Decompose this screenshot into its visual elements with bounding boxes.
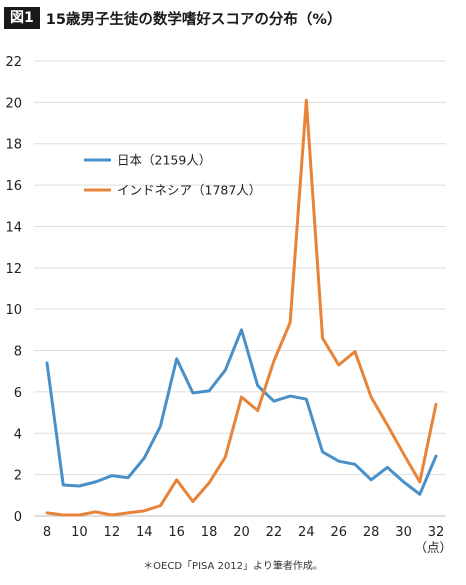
x-tick-label: 26	[330, 525, 347, 540]
y-tick-label: 12	[5, 262, 22, 277]
figure-header: 図1 15歳男子生徒の数学嗜好スコアの分布（%）	[4, 6, 341, 30]
x-tick-label: 18	[201, 525, 218, 540]
x-tick-label: 16	[168, 525, 185, 540]
x-axis-ticks: 8 10 12 14 16 18 20 22 24 26 28 30 32	[43, 525, 444, 540]
x-tick-label: 22	[266, 525, 283, 540]
y-tick-label: 4	[14, 427, 22, 442]
x-tick-label: 28	[363, 525, 380, 540]
series-lines	[45, 98, 438, 517]
legend-label-2: インドネシア（1787人）	[117, 183, 261, 198]
figure-label: 図1	[4, 7, 40, 29]
y-tick-label: 20	[5, 96, 22, 111]
x-axis-unit-label: （点）	[414, 540, 452, 555]
x-tick-label: 12	[104, 525, 121, 540]
x-tick-label: 32	[428, 525, 445, 540]
y-tick-label: 8	[14, 345, 22, 360]
y-tick-label: 16	[5, 179, 22, 194]
y-tick-label: 22	[5, 55, 22, 70]
series-line-1	[45, 328, 438, 496]
gridlines	[34, 60, 446, 517]
source-note: ＊OECD「PISA 2012」より筆者作成。	[143, 561, 323, 572]
y-tick-label: 6	[14, 386, 22, 401]
legend: 日本（2159人） インドネシア（1787人）	[84, 153, 261, 198]
y-tick-label: 2	[14, 469, 22, 484]
y-tick-label: 0	[14, 510, 22, 525]
y-tick-label: 10	[5, 303, 22, 318]
x-tick-label: 20	[233, 525, 250, 540]
series-line-2	[45, 98, 438, 517]
x-tick-label: 10	[71, 525, 88, 540]
x-tick-label: 24	[298, 525, 315, 540]
y-axis-ticks: 0 2 4 6 8 10 12 14 16 18 20 22	[5, 55, 22, 525]
x-tick-label: 14	[136, 525, 153, 540]
y-tick-label: 18	[5, 138, 22, 153]
x-tick-label: 30	[395, 525, 412, 540]
chart-title: 15歳男子生徒の数学嗜好スコアの分布（%）	[45, 11, 342, 28]
legend-label-1: 日本（2159人）	[117, 153, 211, 168]
y-tick-label: 14	[5, 220, 22, 235]
x-tick-label: 8	[43, 525, 51, 540]
